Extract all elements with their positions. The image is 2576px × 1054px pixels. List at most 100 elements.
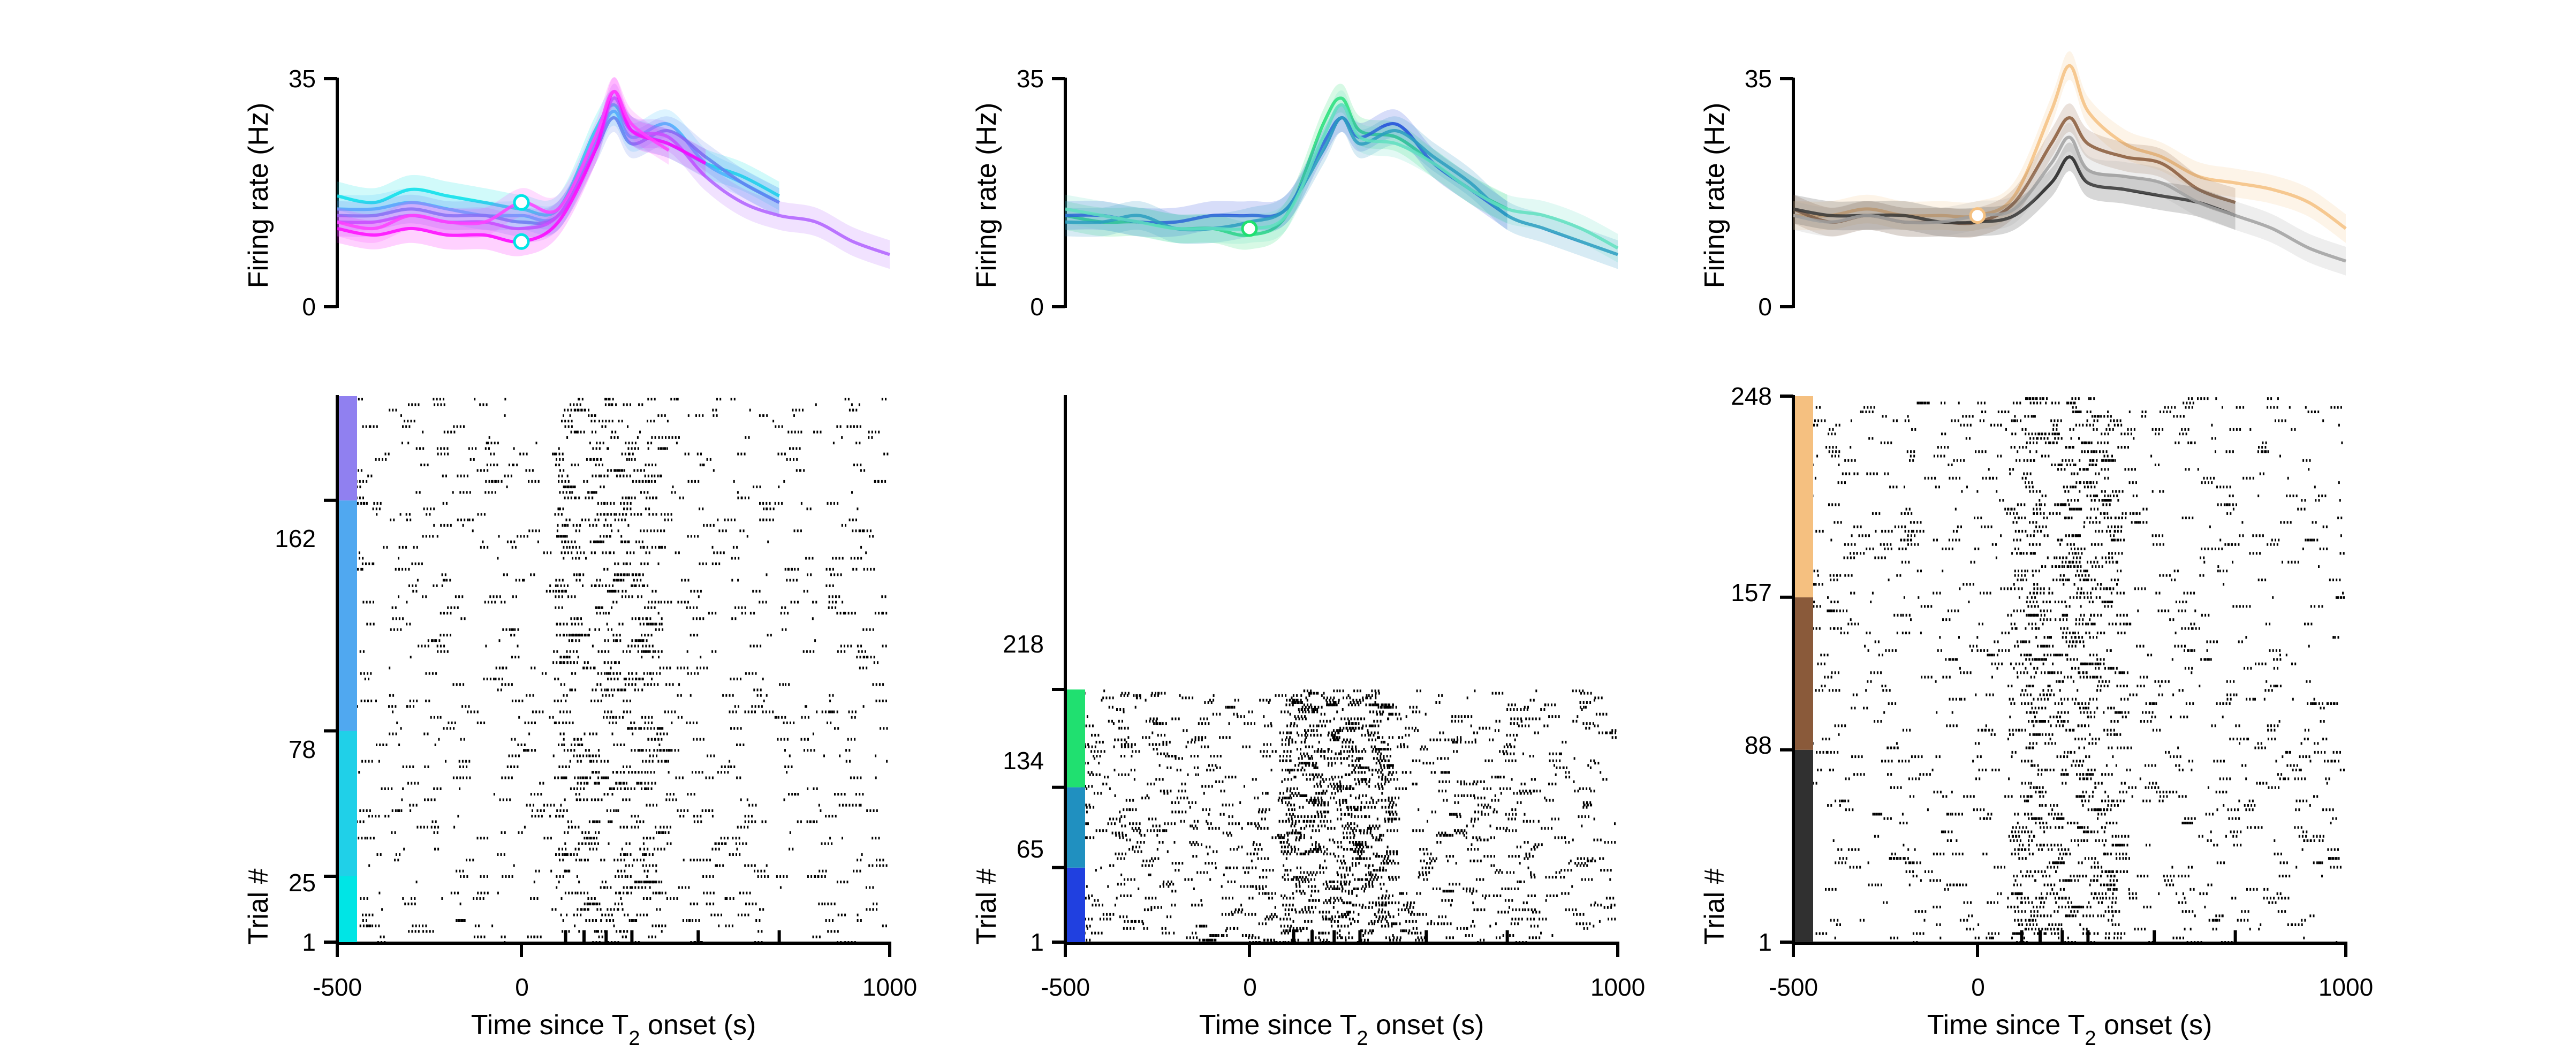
spike-dot — [610, 436, 612, 439]
spike-dot — [879, 864, 881, 867]
spike-dot — [1284, 908, 1286, 912]
spike-dot — [511, 875, 513, 878]
spike-dot — [747, 864, 749, 867]
spike-dot — [706, 458, 708, 461]
spike-dot — [727, 518, 729, 521]
spike-dot — [1397, 908, 1399, 912]
spike-dot — [747, 820, 749, 823]
spike-dot — [446, 633, 448, 636]
spike-dot — [661, 760, 663, 763]
spike-dot — [828, 606, 830, 609]
spike-dot — [1291, 941, 1293, 944]
spike-dot — [405, 513, 407, 516]
spike-dot — [603, 513, 605, 516]
raster-left-condition-segment-2 — [339, 731, 357, 876]
spike-dot — [700, 589, 702, 593]
spike-dot — [1497, 911, 1499, 914]
spike-dot — [565, 721, 567, 724]
spike-dot — [560, 803, 562, 807]
spike-dot — [1238, 822, 1240, 825]
spike-dot — [361, 398, 363, 401]
spike-dot — [715, 650, 717, 653]
spike-dot — [1502, 934, 1504, 937]
spike-dot — [1565, 841, 1567, 844]
spike-dot — [558, 464, 560, 467]
spike-dot — [1336, 897, 1338, 900]
spike-dot — [792, 847, 794, 851]
spike-dot — [608, 584, 610, 587]
spike-dot — [1259, 885, 1260, 888]
spike-dot — [1470, 924, 1472, 928]
spike-dot — [1262, 869, 1264, 872]
spike-dot — [1271, 836, 1274, 839]
spike-dot — [831, 815, 834, 818]
spike-dot — [598, 628, 600, 631]
spike-dot — [609, 820, 611, 823]
spike-dot — [1155, 897, 1157, 900]
spike-dot — [654, 606, 656, 609]
spike-dot — [1183, 820, 1185, 823]
spike-dot — [598, 941, 601, 944]
spike-dot — [464, 919, 466, 922]
spike-dot — [595, 903, 597, 906]
spike-dot — [1129, 822, 1131, 825]
spike-dot — [1360, 929, 1362, 932]
spike-dot — [506, 573, 508, 577]
spike-dot — [559, 809, 562, 812]
spike-dot — [1086, 822, 1088, 825]
spike-dot — [737, 496, 739, 499]
spike-dot — [1281, 841, 1283, 844]
spike-dot — [493, 464, 495, 467]
spike-dot — [711, 815, 714, 818]
spike-dot — [1317, 850, 1319, 853]
spike-dot — [428, 672, 430, 675]
spike-dot — [607, 793, 609, 796]
spike-dot — [429, 513, 431, 516]
spike-dot — [682, 919, 684, 922]
spike-dot — [608, 420, 610, 423]
spike-dot — [1325, 899, 1327, 902]
spike-dot — [842, 557, 844, 560]
spike-dot — [1262, 876, 1264, 879]
spike-dot — [398, 744, 400, 746]
spike-dot — [513, 633, 516, 636]
spike-dot — [661, 881, 663, 884]
spike-dot — [1164, 822, 1166, 825]
spike-dot — [1230, 833, 1232, 837]
spike-dot — [1352, 841, 1354, 844]
spike-dot — [1143, 927, 1145, 930]
spike-dot — [1314, 890, 1316, 893]
spike-dot — [534, 793, 535, 796]
spike-dot — [759, 518, 761, 521]
spike-dot — [813, 787, 815, 790]
spike-dot — [664, 545, 666, 549]
spike-dot — [398, 567, 400, 571]
spike-dot — [1260, 857, 1262, 860]
spike-dot — [1408, 911, 1410, 914]
spike-dot — [666, 897, 668, 900]
spike-dot — [510, 474, 512, 477]
spike-dot — [494, 601, 496, 604]
spike-dot — [647, 782, 649, 785]
spike-dot — [1380, 862, 1382, 865]
spike-dot — [571, 486, 573, 489]
spike-dot — [1371, 833, 1373, 837]
spike-dot — [1531, 894, 1533, 897]
spike-dot — [1340, 883, 1342, 886]
spike-dot — [712, 408, 714, 412]
spike-dot — [604, 425, 607, 428]
spike-dot — [610, 666, 612, 670]
spike-dot — [851, 403, 853, 406]
spike-dot — [647, 721, 649, 724]
spike-dot — [813, 650, 815, 653]
spike-dot — [862, 628, 865, 631]
spike-dot — [566, 694, 568, 697]
spike-dot — [658, 628, 660, 631]
spike-dot — [360, 672, 362, 675]
spike-dot — [882, 699, 884, 702]
spike-dot — [498, 677, 500, 680]
spike-dot — [622, 513, 624, 516]
spike-dot — [754, 941, 756, 944]
spike-dot — [746, 891, 748, 894]
spike-dot — [1384, 855, 1386, 858]
